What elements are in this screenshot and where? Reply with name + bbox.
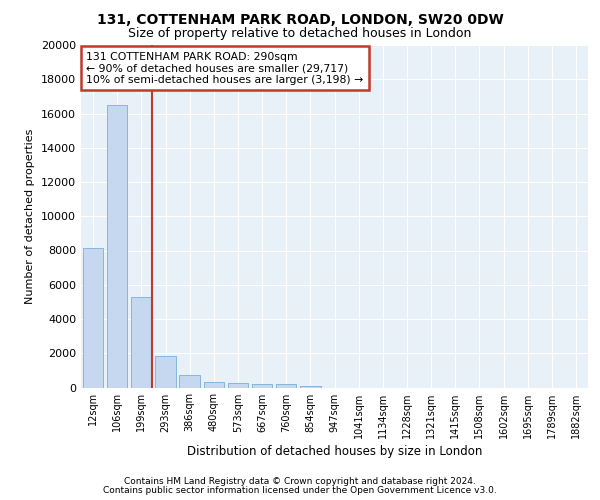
- Bar: [276, 384, 296, 388]
- X-axis label: Distribution of detached houses by size in London: Distribution of detached houses by size …: [187, 445, 482, 458]
- Text: 131, COTTENHAM PARK ROAD, LONDON, SW20 0DW: 131, COTTENHAM PARK ROAD, LONDON, SW20 0…: [97, 12, 503, 26]
- Text: Size of property relative to detached houses in London: Size of property relative to detached ho…: [128, 28, 472, 40]
- Bar: [155, 356, 176, 388]
- Bar: [300, 386, 320, 388]
- Text: 131 COTTENHAM PARK ROAD: 290sqm
← 90% of detached houses are smaller (29,717)
10: 131 COTTENHAM PARK ROAD: 290sqm ← 90% of…: [86, 52, 364, 85]
- Text: Contains public sector information licensed under the Open Government Licence v3: Contains public sector information licen…: [103, 486, 497, 495]
- Bar: [179, 374, 200, 388]
- Bar: [131, 296, 152, 388]
- Bar: [107, 105, 127, 388]
- Bar: [203, 382, 224, 388]
- Text: Contains HM Land Registry data © Crown copyright and database right 2024.: Contains HM Land Registry data © Crown c…: [124, 477, 476, 486]
- Bar: [83, 248, 103, 388]
- Bar: [227, 383, 248, 388]
- Y-axis label: Number of detached properties: Number of detached properties: [25, 128, 35, 304]
- Bar: [252, 384, 272, 388]
